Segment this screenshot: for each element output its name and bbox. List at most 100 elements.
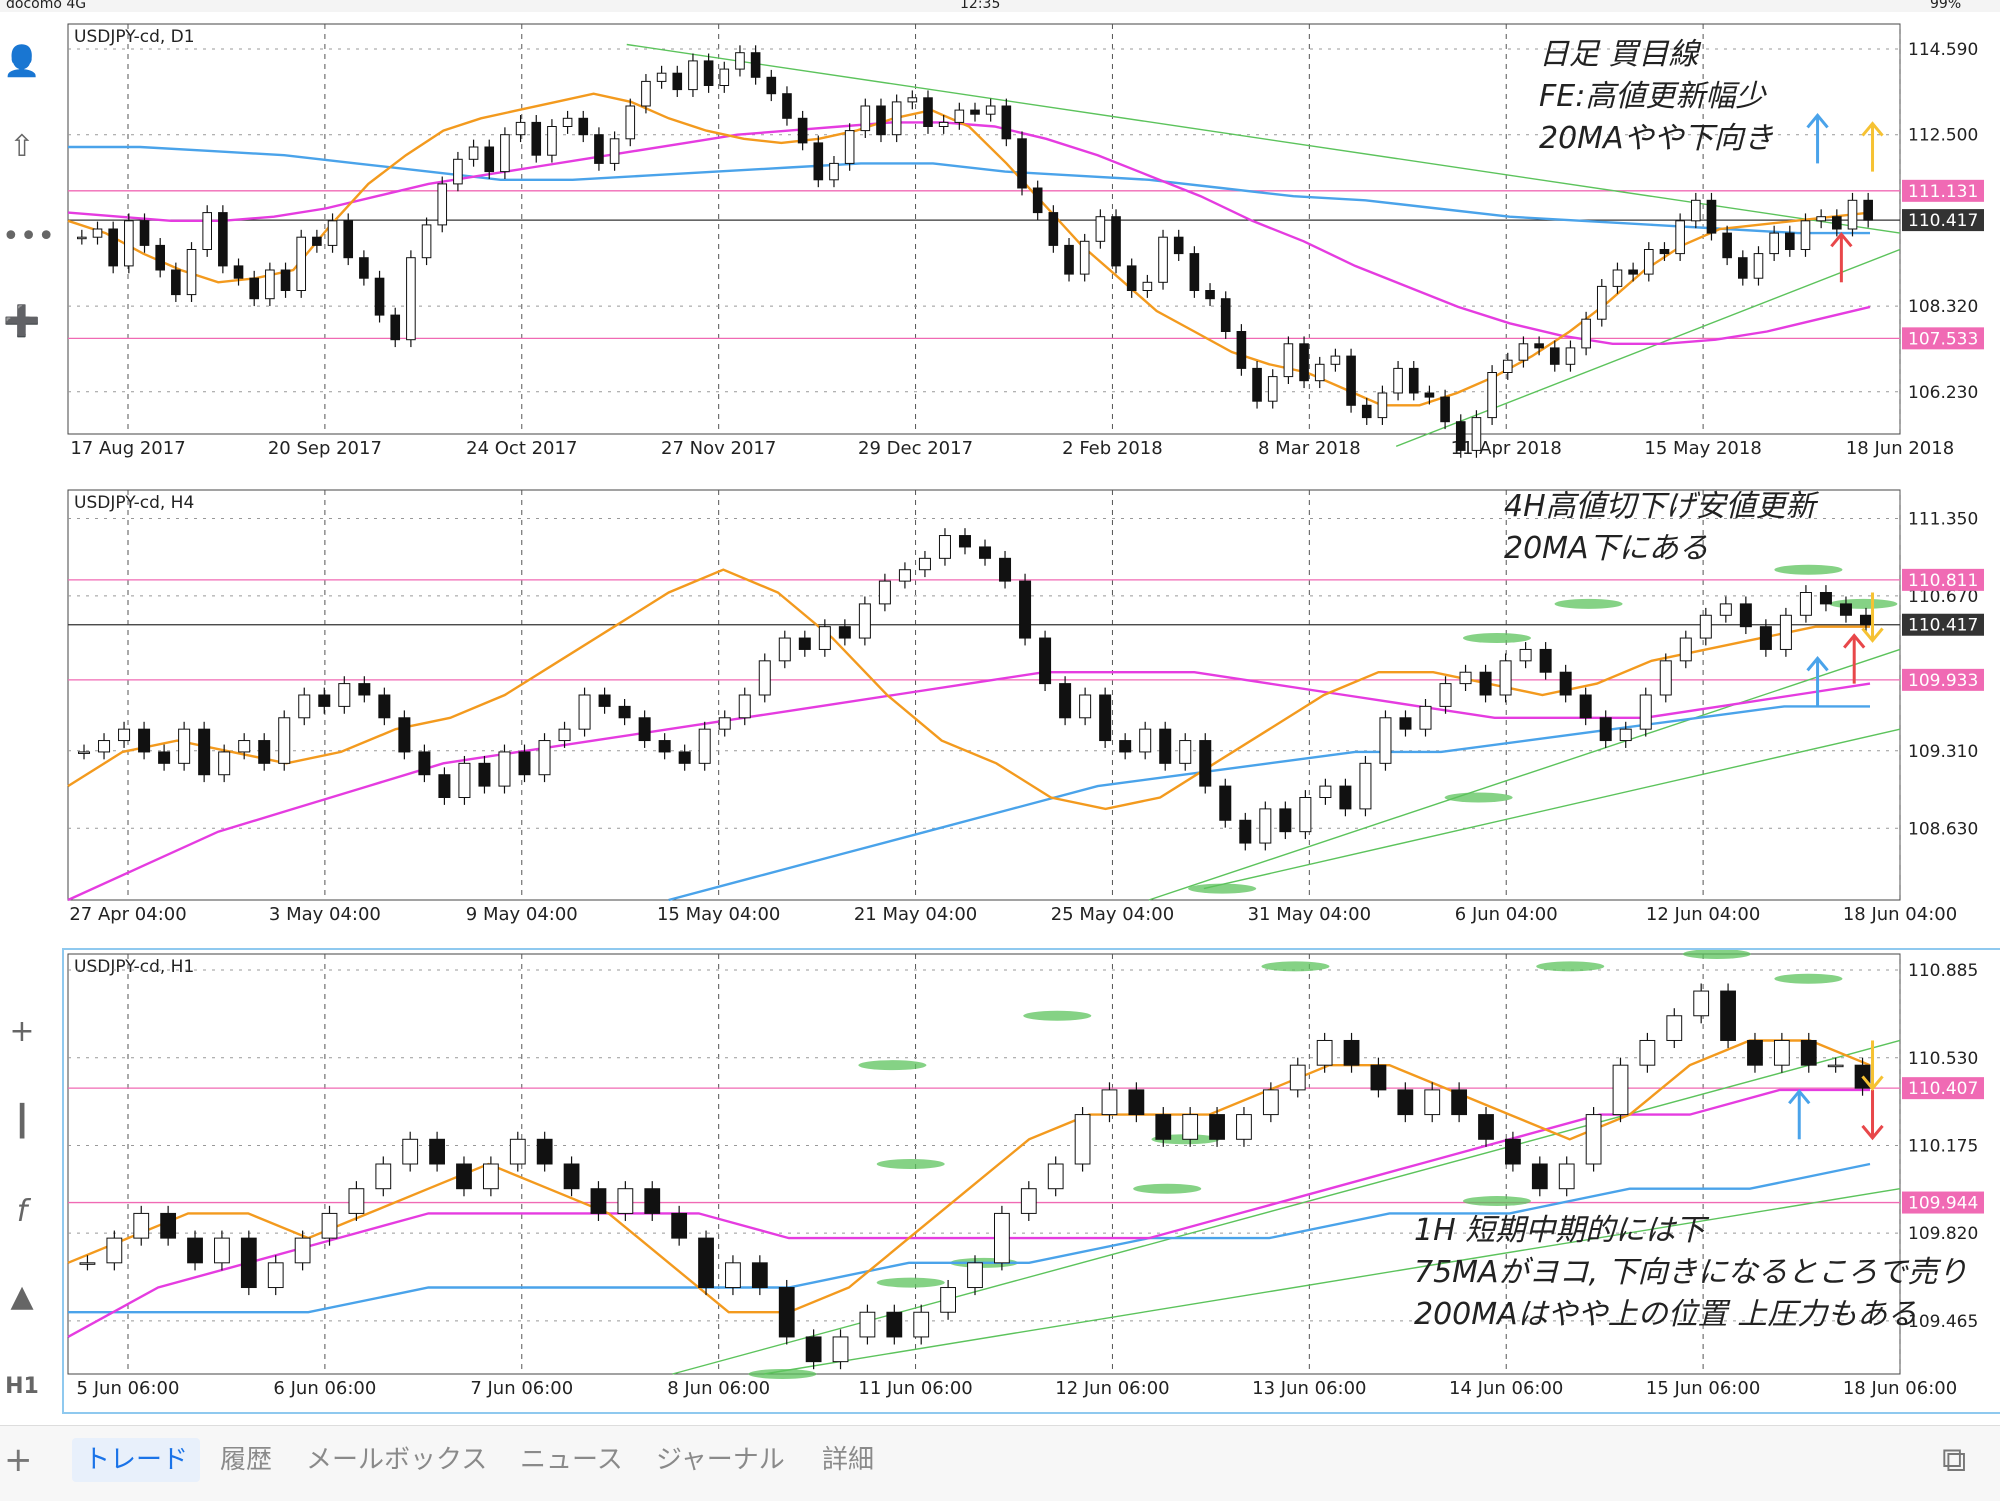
candle-body xyxy=(240,1237,257,1289)
left-toolbar: 👤 ⇧ ••• ➕ + ┃ f ▲ H1 xyxy=(0,12,62,1432)
tab-news[interactable]: ニュース xyxy=(520,1445,623,1475)
candle-body xyxy=(1252,367,1262,402)
price-tag-label: 111.131 xyxy=(1908,182,1978,202)
candle-body xyxy=(958,535,971,548)
candle-body xyxy=(348,1188,365,1214)
candle-body xyxy=(139,220,150,246)
tab-mailbox[interactable]: メールボックス xyxy=(306,1445,488,1475)
trend-line xyxy=(1395,248,1901,447)
candle-body xyxy=(1032,187,1043,214)
candle-body xyxy=(1487,372,1497,419)
ma20-line xyxy=(67,92,1871,407)
candle-body xyxy=(1502,359,1513,374)
candle-body xyxy=(1690,199,1701,222)
candle-body xyxy=(218,751,231,776)
candle-body xyxy=(594,134,604,164)
candle-body xyxy=(1099,694,1112,742)
green-marker xyxy=(748,1369,817,1379)
chart-frame xyxy=(67,23,1901,435)
y-tick-label: 114.590 xyxy=(1908,40,1978,60)
window-layout-icon[interactable]: ⧉ xyxy=(1942,1440,1967,1480)
trade-icon[interactable]: ⇧ xyxy=(9,129,35,164)
chat-icon[interactable]: ••• xyxy=(2,219,56,254)
add-icon[interactable]: + xyxy=(4,1440,33,1480)
x-tick-label: 6 Jun 06:00 xyxy=(273,1378,376,1399)
candle-body xyxy=(1239,819,1252,844)
candle-body xyxy=(1832,216,1842,230)
handwritten-note: FE:高値更新幅少 xyxy=(1539,79,1767,114)
candle-body xyxy=(1679,637,1692,662)
candle-body xyxy=(498,751,511,787)
candle-body xyxy=(1393,367,1403,394)
candle-body xyxy=(805,1336,822,1363)
candle-body xyxy=(1585,1114,1602,1165)
candle-body xyxy=(1209,1114,1225,1140)
candle-body xyxy=(202,212,213,251)
candle-body xyxy=(993,1212,1010,1264)
candle-body xyxy=(318,694,331,707)
candle-body xyxy=(547,126,557,156)
arrow-head-icon xyxy=(1861,1075,1884,1091)
candle-body xyxy=(327,220,338,246)
candle-body xyxy=(160,1212,177,1239)
chart-h1[interactable]: USDJPY-cd, H1 5 Jun 06:00 6 Jun 06:00 7 Jun… xyxy=(64,950,2000,1412)
green-marker xyxy=(1444,792,1513,803)
price-tag xyxy=(1902,179,1984,202)
candle-body xyxy=(1316,1039,1333,1066)
candle-body xyxy=(1863,199,1873,221)
candle-body xyxy=(644,1188,661,1214)
trend-line xyxy=(1203,728,1901,890)
candle-body xyxy=(265,269,275,300)
candle-body xyxy=(1659,660,1672,696)
x-tick-label: 31 May 04:00 xyxy=(1248,904,1371,925)
tab-journal[interactable]: ジャーナル xyxy=(656,1445,785,1475)
candle-body xyxy=(1095,216,1106,242)
candle-body xyxy=(198,728,211,776)
chart-d1[interactable]: USDJPY-cd, D1 17 Aug 2017 20 Sep 2017 24 Oc… xyxy=(64,20,2000,472)
candle-body xyxy=(1283,343,1294,378)
candle-body xyxy=(838,626,851,639)
candle-body xyxy=(1847,199,1858,230)
candle-body xyxy=(321,1212,338,1239)
candle-body xyxy=(280,269,291,291)
function-icon[interactable]: f xyxy=(16,1194,28,1229)
candle-body xyxy=(1361,404,1372,419)
x-tick-label: 18 Jun 06:00 xyxy=(1843,1378,1957,1399)
handwritten-note: 20MAやや下向き xyxy=(1539,121,1774,156)
x-tick-label: 11 Apr 2018 xyxy=(1451,438,1562,459)
candle-body xyxy=(766,76,777,95)
candle-body xyxy=(1531,1163,1548,1190)
ma75-line xyxy=(67,1088,1870,1338)
candle-body xyxy=(1424,1089,1441,1116)
handwritten-note: 4H高値切下げ安値更新 xyxy=(1504,489,1820,524)
candle-body xyxy=(1158,236,1168,283)
candle-type-icon[interactable]: ┃ xyxy=(12,1104,32,1139)
candle-body xyxy=(1581,318,1591,349)
candle-body xyxy=(1379,717,1392,764)
candle-body xyxy=(797,117,808,144)
candle-body xyxy=(738,694,751,719)
chart-h4[interactable]: USDJPY-cd, H4 27 Apr 04:00 3 May 04:00 9 Ma… xyxy=(64,486,2000,938)
add-window-icon[interactable]: ➕ xyxy=(3,304,41,339)
user-icon[interactable]: 👤 xyxy=(3,44,41,79)
trend-line xyxy=(672,1039,1901,1375)
candle-body xyxy=(1079,694,1092,719)
candle-body xyxy=(844,130,855,164)
x-tick-label: 8 Jun 06:00 xyxy=(667,1378,770,1399)
candle-body xyxy=(1471,417,1482,451)
chart-panel-h1[interactable]: USDJPY-cd, H1 5 Jun 06:00 6 Jun 06:00 7 Jun… xyxy=(62,948,2000,1414)
crosshair-icon[interactable]: + xyxy=(9,1014,35,1049)
candle-body xyxy=(1722,232,1732,259)
timeframe-icon[interactable]: H1 xyxy=(5,1374,39,1399)
candle-body xyxy=(298,694,311,719)
candle-body xyxy=(1047,1163,1064,1190)
tab-details[interactable]: 詳細 xyxy=(822,1445,875,1475)
objects-icon[interactable]: ▲ xyxy=(10,1279,34,1314)
x-tick-label: 12 Jun 06:00 xyxy=(1055,1378,1169,1399)
candle-body xyxy=(1451,1089,1468,1116)
tab-trade[interactable]: トレード xyxy=(72,1438,201,1482)
tab-history[interactable]: 履歴 xyxy=(220,1445,273,1475)
candle-body xyxy=(938,121,949,128)
chart-panel-h4[interactable]: USDJPY-cd, H4 27 Apr 04:00 3 May 04:00 9 Ma… xyxy=(64,486,2000,938)
chart-panel-d1[interactable]: USDJPY-cd, D1 17 Aug 2017 20 Sep 2017 24 Oc… xyxy=(64,20,2000,472)
